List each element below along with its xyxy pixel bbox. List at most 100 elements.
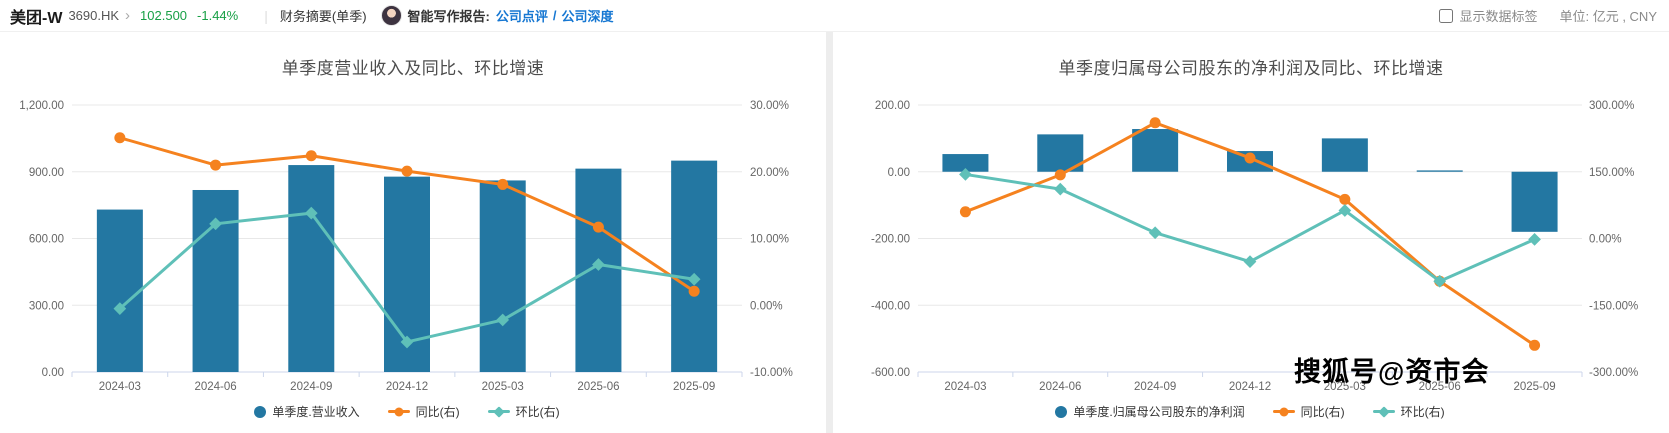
- legend-item[interactable]: 单季度.归属母公司股东的净利润: [1055, 403, 1245, 420]
- link-separator: /: [552, 8, 557, 23]
- legend-line-marker-icon: [1272, 407, 1295, 416]
- y-axis-tick-label: 300.00: [29, 300, 64, 312]
- y2-axis-tick-label: 0.00%: [1589, 234, 1622, 246]
- bar[interactable]: [671, 160, 718, 372]
- y-axis-tick-label: -200.00: [871, 234, 910, 246]
- y-axis-tick-label: 200.00: [875, 100, 910, 112]
- bar[interactable]: [288, 165, 335, 372]
- data-point-diamond[interactable]: [113, 302, 127, 315]
- y-axis-tick-label: -400.00: [871, 300, 910, 312]
- show-data-labels-label[interactable]: 显示数据标签: [1459, 9, 1538, 24]
- x-axis-label: 2024-06: [1039, 381, 1081, 393]
- y2-axis-tick-label: 30.00%: [750, 100, 789, 112]
- data-point-diamond[interactable]: [1243, 255, 1257, 269]
- x-axis-label: 2025-03: [1324, 381, 1366, 393]
- data-point-circle[interactable]: [1054, 169, 1066, 181]
- data-point-diamond[interactable]: [1053, 182, 1067, 196]
- data-point-circle[interactable]: [688, 285, 700, 297]
- top-header: 美团-W 3690.HK › 102.500 -1.44% | 财务摘要(单季)…: [0, 0, 1669, 32]
- x-axis-label: 2025-09: [673, 381, 715, 393]
- y-axis-tick-label: 600.00: [29, 234, 64, 246]
- profit-chart-legend: 单季度.归属母公司股东的净利润 同比(右) 环比(右): [918, 403, 1582, 420]
- bar[interactable]: [1132, 129, 1179, 172]
- legend-line-marker-icon: [387, 407, 410, 416]
- unit-label: 单位: 亿元 , CNY: [1559, 9, 1657, 24]
- y2-axis-tick-label: 20.00%: [750, 167, 789, 179]
- data-point-circle[interactable]: [592, 221, 604, 233]
- y-axis-tick-label: 0.00: [888, 167, 910, 179]
- legend-line-marker-icon: [1372, 405, 1395, 418]
- data-point-diamond[interactable]: [400, 335, 414, 349]
- bar[interactable]: [1416, 170, 1463, 172]
- legend-label: 单季度.归属母公司股东的净利润: [1073, 405, 1245, 419]
- revenue-chart-svg[interactable]: 1,200.00 30.00% 900.00 20.00% 600.00 10.00% 30…: [0, 32, 826, 433]
- x-axis-label: 2024-03: [99, 381, 141, 393]
- y2-axis-tick-label: 150.00%: [1589, 167, 1634, 179]
- ai-report-label: 智能写作报告:: [407, 9, 490, 24]
- bar[interactable]: [1321, 138, 1368, 172]
- legend-label: 环比(右): [515, 405, 560, 419]
- company-deep-link[interactable]: 公司深度: [561, 9, 614, 24]
- y-axis-tick-label: 900.00: [29, 167, 64, 179]
- bar[interactable]: [942, 154, 989, 172]
- legend-item[interactable]: 单季度.营业收入: [254, 403, 360, 420]
- separator: |: [264, 7, 268, 24]
- x-axis-label: 2024-03: [944, 381, 986, 393]
- x-axis-label: 2024-09: [1134, 381, 1176, 393]
- data-point-circle[interactable]: [1529, 339, 1541, 351]
- x-axis-label: 2025-09: [1513, 381, 1555, 393]
- y-axis-tick-label: 0.00: [42, 367, 64, 379]
- legend-label: 环比(右): [1400, 405, 1445, 419]
- data-point-diamond[interactable]: [209, 217, 222, 231]
- y2-axis-tick-label: 0.00%: [750, 300, 783, 312]
- legend-item[interactable]: 环比(右): [1372, 403, 1445, 420]
- stock-code: 3690.HK: [68, 8, 120, 23]
- data-point-circle[interactable]: [497, 178, 509, 190]
- data-point-diamond[interactable]: [496, 313, 510, 327]
- bar[interactable]: [479, 180, 526, 372]
- stock-price: 102.500: [140, 8, 188, 23]
- legend-line-marker-icon: [487, 405, 510, 418]
- bar[interactable]: [96, 209, 143, 372]
- data-point-circle[interactable]: [401, 165, 413, 177]
- chart-title: 单季度营业收入及同比、环比增速: [281, 59, 545, 78]
- profit-chart-svg[interactable]: 200.00 300.00% 0.00 150.00% -200.00 0.00% -400…: [833, 32, 1669, 433]
- panel-divider: [826, 32, 833, 433]
- y-axis-tick-label: 1,200.00: [19, 100, 64, 112]
- data-point-circle[interactable]: [114, 132, 126, 144]
- data-point-diamond[interactable]: [1433, 274, 1447, 288]
- x-axis-label: 2025-03: [482, 381, 524, 393]
- data-point-diamond[interactable]: [1148, 226, 1162, 240]
- assistant-avatar: [380, 5, 402, 26]
- legend-item[interactable]: 同比(右): [1272, 403, 1345, 420]
- legend-bar-marker-icon: [1055, 405, 1068, 418]
- legend-bar-marker-icon: [254, 405, 267, 418]
- data-point-circle[interactable]: [1339, 193, 1351, 205]
- legend-item[interactable]: 环比(右): [487, 403, 560, 420]
- y2-axis-tick-label: 300.00%: [1589, 100, 1634, 112]
- bar[interactable]: [192, 189, 239, 372]
- x-axis-label: 2024-12: [386, 381, 428, 393]
- data-point-diamond[interactable]: [1528, 233, 1541, 246]
- legend-label: 同比(右): [1300, 405, 1345, 419]
- x-axis-label: 2025-06: [577, 381, 619, 393]
- charts-row: 单季度营业收入及同比、环比增速 1,200.00 30.00% 900.00 20.0…: [0, 32, 1669, 433]
- data-point-circle[interactable]: [1244, 152, 1256, 164]
- data-point-diamond[interactable]: [304, 206, 318, 220]
- chevron-right-icon[interactable]: ›: [125, 7, 131, 24]
- bar[interactable]: [1511, 171, 1558, 232]
- data-point-circle[interactable]: [959, 206, 971, 218]
- company-review-link[interactable]: 公司点评: [495, 9, 548, 24]
- legend-label: 同比(右): [415, 405, 460, 419]
- show-data-labels-checkbox[interactable]: [1439, 8, 1454, 23]
- y2-axis-tick-label: -300.00%: [1589, 367, 1638, 379]
- data-point-circle[interactable]: [210, 159, 222, 171]
- data-point-circle[interactable]: [305, 150, 317, 162]
- x-axis-label: 2024-06: [194, 381, 236, 393]
- profit-chart-panel: 单季度归属母公司股东的净利润及同比、环比增速 200.00 300.00% 0.00…: [833, 32, 1669, 433]
- revenue-chart-legend: 单季度.营业收入 同比(右) 环比(右): [72, 403, 742, 420]
- data-point-circle[interactable]: [1149, 117, 1161, 129]
- report-type-label[interactable]: 财务摘要(单季): [279, 9, 367, 24]
- x-axis-label: 2025-06: [1419, 381, 1461, 393]
- legend-item[interactable]: 同比(右): [387, 403, 460, 420]
